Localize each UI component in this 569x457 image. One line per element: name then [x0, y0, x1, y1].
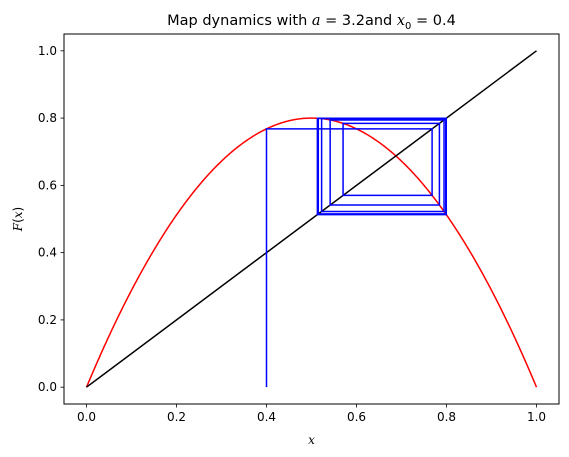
- x-tick-label: 0.2: [167, 410, 186, 424]
- y-tick-label: 0.6: [38, 178, 57, 192]
- title-x0-part: = 0.4: [411, 13, 455, 29]
- map-curve-line: [85, 117, 538, 388]
- y-tick-label: 0.0: [38, 380, 57, 394]
- y-tick-label: 1.0: [38, 44, 57, 58]
- chart-title: Map dynamics with a = 3.2and x0 = 0.4: [167, 13, 456, 32]
- title-a-symbol: a: [312, 13, 321, 29]
- y-ticks: 0.0 0.2 0.4 0.6 0.8 1.0: [38, 44, 64, 394]
- x-tick-label: 0.0: [77, 410, 96, 424]
- title-a-part: = 3.2and: [321, 13, 397, 29]
- x-tick-label: 0.4: [257, 410, 276, 424]
- y-axis-label-var: x: [11, 211, 25, 218]
- y-axis-label-close: ): [11, 207, 25, 212]
- cobweb-path: [265, 117, 447, 388]
- y-tick-label: 0.2: [38, 313, 57, 327]
- title-x0-symbol: x: [397, 13, 405, 29]
- y-axis-label-func: F: [11, 222, 25, 232]
- identity-line: [86, 50, 537, 388]
- title-x0-subscript: 0: [405, 21, 411, 32]
- y-axis-label: F(x): [11, 207, 25, 232]
- y-tick-label: 0.8: [38, 111, 57, 125]
- x-tick-label: 0.6: [347, 410, 366, 424]
- y-axis-label-open: (: [11, 218, 25, 223]
- axes-frame: [63, 33, 560, 405]
- x-tick-label: 1.0: [527, 410, 546, 424]
- x-axis-label: x: [308, 433, 315, 447]
- y-tick-label: 0.4: [38, 246, 57, 260]
- x-ticks: 0.0 0.2 0.4 0.6 0.8 1.0: [77, 404, 546, 424]
- plot-content: [85, 50, 538, 388]
- x-tick-label: 0.8: [437, 410, 456, 424]
- title-prefix: Map dynamics with: [167, 13, 312, 29]
